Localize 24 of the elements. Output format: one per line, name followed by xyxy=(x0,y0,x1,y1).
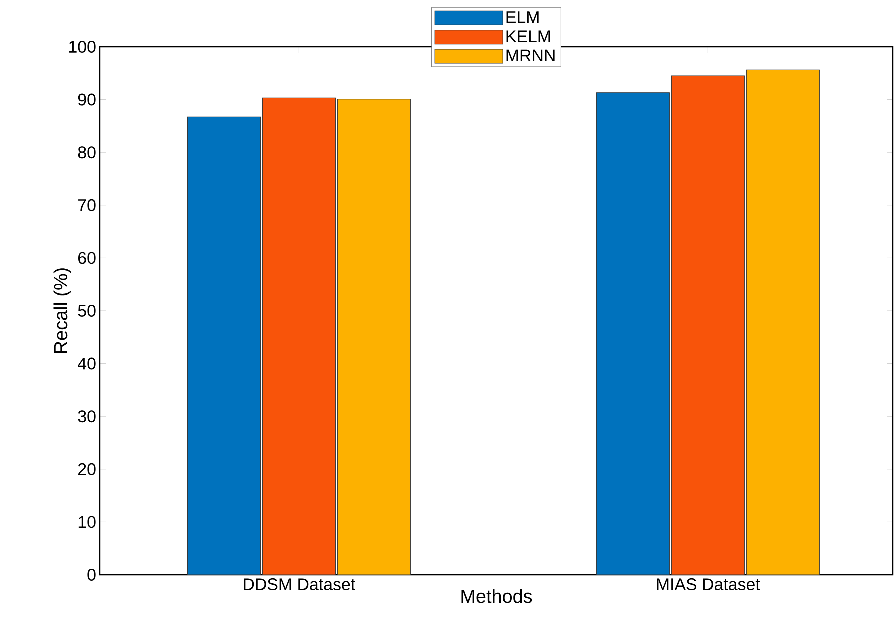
bar xyxy=(746,70,820,575)
y-tick-label: 10 xyxy=(78,516,96,528)
legend-label: ELM xyxy=(506,12,539,24)
y-tick-label: 90 xyxy=(78,94,96,106)
bar xyxy=(596,92,670,575)
y-tick-label: 0 xyxy=(88,569,96,581)
x-tick-label: MIAS Dataset xyxy=(657,578,760,591)
legend-label: KELM xyxy=(506,30,550,42)
y-tick-label: 20 xyxy=(78,463,96,476)
bar xyxy=(262,98,336,575)
y-tick-label: 40 xyxy=(78,358,96,370)
y-tick-label: 50 xyxy=(78,305,96,317)
x-axis-title: Methods xyxy=(462,589,532,604)
x-tick-label: DDSM Dataset xyxy=(244,578,356,591)
bar xyxy=(337,98,411,575)
legend-label: MRNN xyxy=(506,50,555,62)
y-tick-label: 80 xyxy=(78,146,96,159)
y-axis-title: Recall (%) xyxy=(54,268,72,354)
y-tick-label: 100 xyxy=(70,40,96,53)
bar xyxy=(671,76,745,575)
y-tick-label: 70 xyxy=(78,199,96,212)
y-tick-label: 60 xyxy=(78,252,96,264)
y-tick-label: 30 xyxy=(78,410,96,423)
bar xyxy=(187,116,261,575)
